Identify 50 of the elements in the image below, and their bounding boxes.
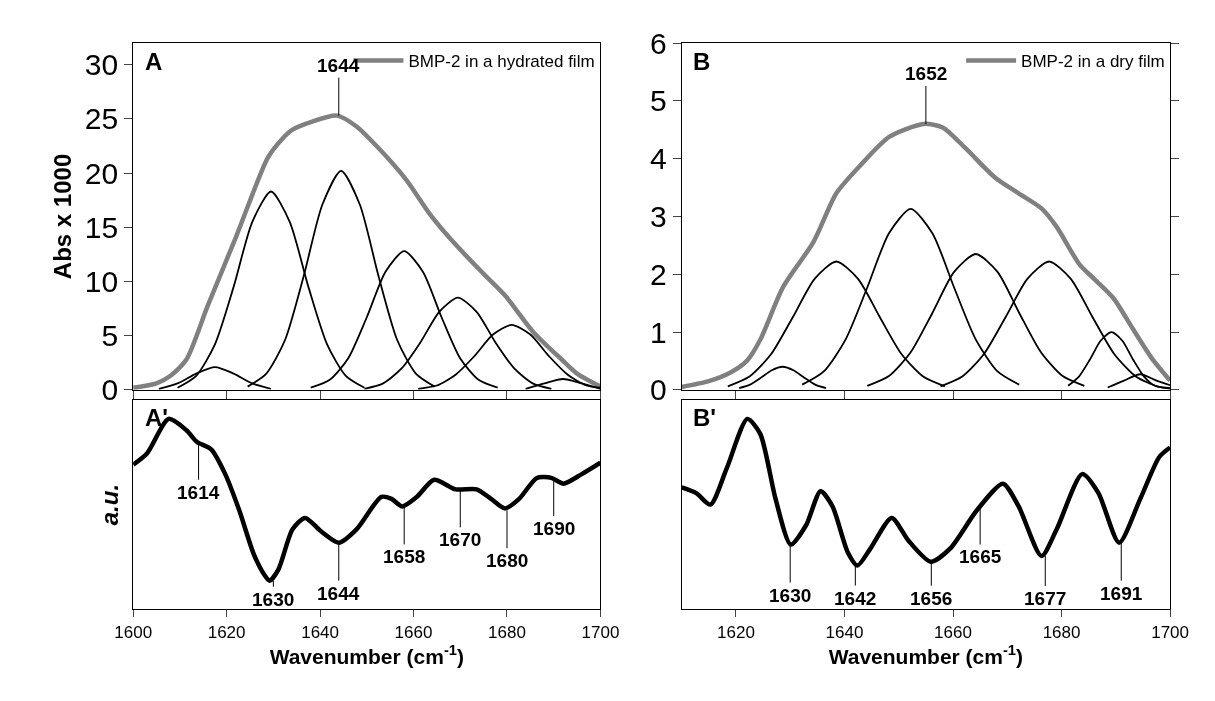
annotation: 1630: [252, 589, 295, 610]
x-axis-title: Wavenumber (cm$^{-1}$): [269, 641, 464, 668]
x-tick-label: 1600: [114, 622, 153, 642]
annotation: 1652: [905, 63, 948, 84]
y-tick-label: 25: [84, 102, 119, 136]
annotation: A: [145, 48, 163, 75]
annotation: 1680: [486, 550, 529, 571]
annotation: B: [693, 48, 711, 75]
x-tick-label: 1700: [1151, 622, 1190, 642]
annotation: B': [693, 404, 717, 431]
x-tick-label: 1640: [825, 622, 864, 642]
y-axis-title: Abs x 1000: [48, 153, 76, 280]
annotation: 1656: [910, 588, 953, 609]
y-tick-label: 10: [84, 264, 119, 298]
y-tick-label: 0: [649, 373, 667, 407]
x-axis-title: Wavenumber (cm$^{-1}$): [828, 641, 1024, 668]
annotation: 1665: [959, 546, 1002, 567]
x-tick-label: 1680: [488, 622, 526, 642]
annotation: 1691: [1100, 583, 1143, 604]
x-tick-label: 1620: [717, 622, 755, 642]
annotation: 1658: [383, 546, 426, 567]
annotation: 1644: [317, 55, 360, 76]
annotation: 1614: [177, 482, 220, 503]
y-tick-label: 3: [649, 199, 667, 233]
annotation: 1642: [834, 588, 877, 609]
y-tick-label: 5: [101, 319, 119, 353]
y-axis-title: a.u.: [96, 483, 124, 526]
y-tick-label: 6: [649, 26, 667, 60]
y-tick-label: 20: [84, 156, 119, 190]
annotation: 1670: [439, 529, 482, 550]
x-tick-label: 1660: [394, 622, 433, 642]
y-tick-label: 15: [84, 210, 119, 244]
annotation: 1690: [533, 518, 576, 539]
y-tick-label: 4: [649, 142, 667, 176]
y-tick-label: 1: [649, 315, 667, 349]
x-tick-label: 1700: [581, 622, 620, 642]
annotation: 1677: [1024, 588, 1067, 609]
x-tick-label: 1660: [934, 622, 972, 642]
y-tick-label: 5: [649, 84, 667, 118]
x-tick-label: 1620: [207, 622, 246, 642]
annotation: A': [145, 404, 169, 431]
x-tick-label: 1680: [1042, 622, 1081, 642]
y-tick-label: 2: [649, 257, 667, 291]
legend-label: BMP-2 in a dry film: [1021, 52, 1165, 72]
annotation: 1644: [317, 583, 360, 604]
legend-label: BMP-2 in a hydrated film: [408, 52, 595, 72]
y-tick-label: 30: [84, 48, 119, 82]
x-tick-label: 1640: [301, 622, 339, 642]
y-tick-label: 0: [101, 373, 119, 407]
annotation: 1630: [769, 585, 812, 606]
